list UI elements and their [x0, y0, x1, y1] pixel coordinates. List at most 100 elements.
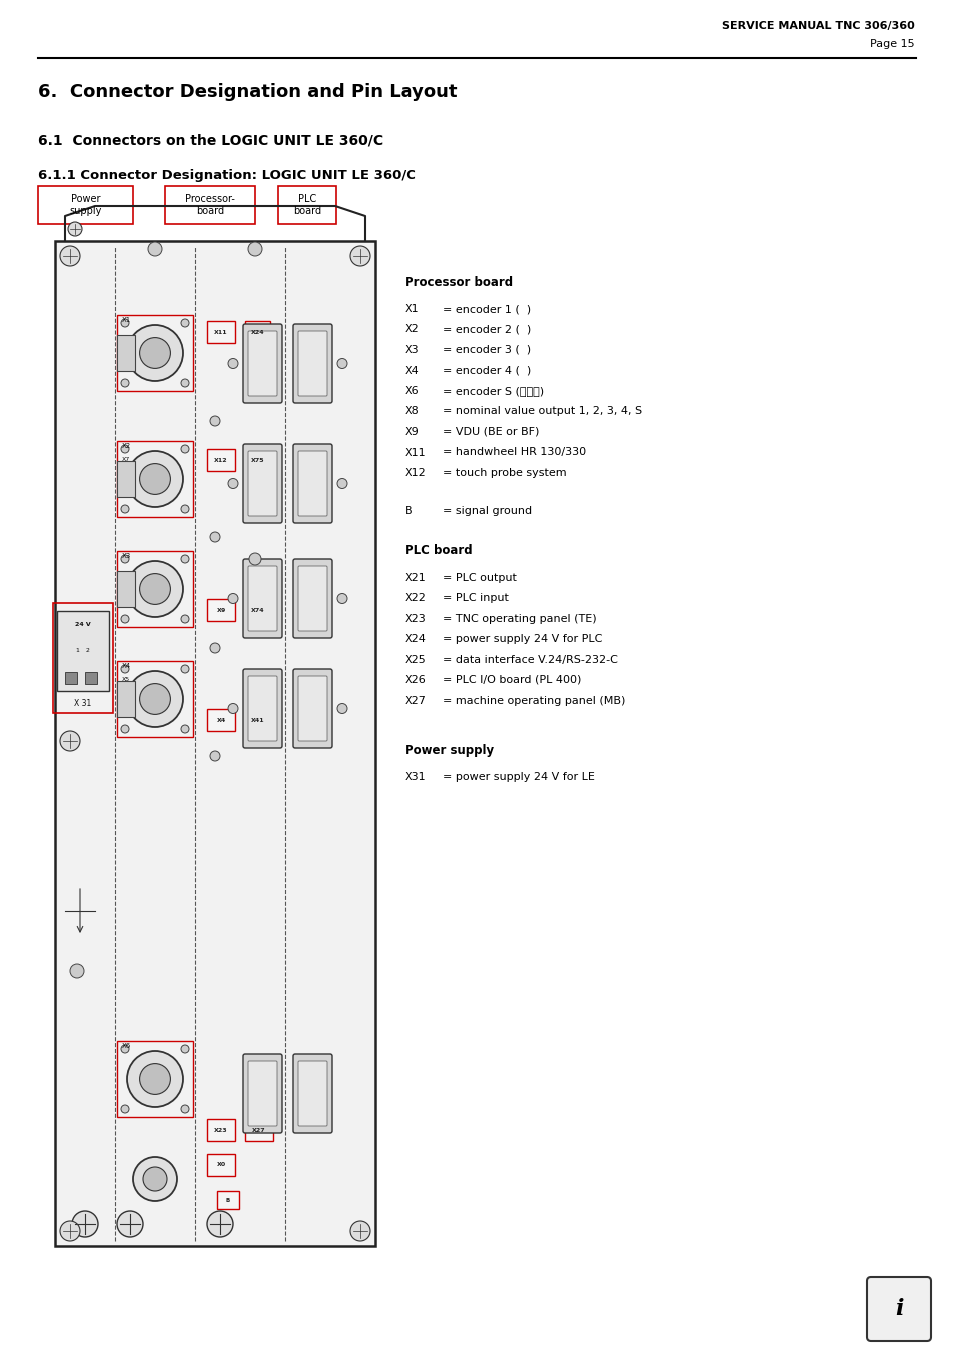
Bar	[117, 1042, 193, 1117]
FancyBboxPatch shape	[243, 324, 282, 403]
Text: X2: X2	[405, 324, 419, 335]
Circle shape	[181, 725, 189, 734]
FancyBboxPatch shape	[243, 1054, 282, 1133]
Text: = power supply 24 V for PLC: = power supply 24 V for PLC	[442, 634, 601, 644]
FancyBboxPatch shape	[293, 669, 332, 748]
Circle shape	[139, 574, 171, 604]
Text: B: B	[226, 1197, 230, 1202]
FancyBboxPatch shape	[248, 331, 276, 396]
Text: = PLC input: = PLC input	[442, 593, 508, 603]
Circle shape	[210, 416, 220, 426]
Circle shape	[121, 555, 129, 563]
FancyBboxPatch shape	[293, 324, 332, 403]
Circle shape	[139, 338, 171, 369]
Circle shape	[181, 505, 189, 513]
FancyBboxPatch shape	[297, 451, 327, 516]
Circle shape	[143, 1167, 167, 1192]
Bar	[207, 1119, 234, 1142]
Text: X27: X27	[405, 696, 426, 705]
Circle shape	[68, 222, 82, 236]
Bar	[277, 186, 335, 224]
Circle shape	[249, 553, 261, 565]
Circle shape	[336, 358, 347, 369]
Text: PLC
board: PLC board	[293, 195, 321, 216]
Circle shape	[207, 1210, 233, 1238]
Circle shape	[350, 1221, 370, 1242]
Text: X41: X41	[251, 717, 264, 723]
Text: X11: X11	[405, 447, 426, 458]
FancyBboxPatch shape	[866, 1277, 930, 1342]
Circle shape	[127, 561, 183, 617]
Text: X12: X12	[405, 467, 426, 478]
Circle shape	[121, 380, 129, 386]
Text: i: i	[894, 1298, 902, 1320]
Text: X31: X31	[405, 771, 426, 782]
Bar	[207, 449, 234, 471]
Circle shape	[139, 684, 171, 715]
Text: Page 15: Page 15	[869, 39, 914, 49]
Text: X8: X8	[405, 407, 419, 416]
Text: X24: X24	[251, 330, 264, 335]
Text: PLC board: PLC board	[405, 544, 472, 558]
Text: 6.  Connector Designation and Pin Layout: 6. Connector Designation and Pin Layout	[38, 82, 457, 101]
Text: = PLC output: = PLC output	[442, 573, 517, 582]
FancyBboxPatch shape	[297, 1061, 327, 1125]
Text: = PLC I/O board (PL 400): = PLC I/O board (PL 400)	[442, 676, 580, 685]
FancyBboxPatch shape	[293, 1054, 332, 1133]
Circle shape	[181, 319, 189, 327]
Text: X0: X0	[216, 1162, 225, 1167]
Bar	[245, 449, 270, 471]
Text: X1: X1	[405, 304, 419, 313]
Text: X9: X9	[405, 427, 419, 436]
Bar	[53, 603, 112, 713]
Circle shape	[139, 1063, 171, 1094]
Bar	[117, 661, 193, 738]
Text: SERVICE MANUAL TNC 306/360: SERVICE MANUAL TNC 306/360	[721, 22, 914, 31]
Circle shape	[248, 242, 262, 255]
Circle shape	[210, 643, 220, 653]
Text: Power supply: Power supply	[405, 744, 494, 757]
Bar	[55, 240, 375, 1246]
Circle shape	[228, 358, 237, 369]
Circle shape	[350, 246, 370, 266]
Bar	[165, 186, 254, 224]
Circle shape	[336, 593, 347, 604]
FancyBboxPatch shape	[297, 676, 327, 740]
Text: X27: X27	[252, 1128, 266, 1132]
Text: 6.1  Connectors on the LOGIC UNIT LE 360/C: 6.1 Connectors on the LOGIC UNIT LE 360/…	[38, 132, 383, 147]
FancyBboxPatch shape	[297, 566, 327, 631]
Circle shape	[121, 319, 129, 327]
Text: = machine operating panel (MB): = machine operating panel (MB)	[442, 696, 625, 705]
Bar	[245, 1119, 273, 1142]
Text: = signal ground: = signal ground	[442, 507, 532, 516]
Bar	[245, 709, 270, 731]
Bar	[117, 335, 135, 372]
Circle shape	[121, 444, 129, 453]
FancyBboxPatch shape	[243, 444, 282, 523]
Text: Power
supply: Power supply	[70, 195, 102, 216]
Circle shape	[228, 478, 237, 489]
Circle shape	[127, 326, 183, 381]
FancyBboxPatch shape	[243, 559, 282, 638]
Text: X4: X4	[405, 366, 419, 376]
Bar	[207, 598, 234, 621]
FancyBboxPatch shape	[248, 676, 276, 740]
Text: X6: X6	[405, 386, 419, 396]
Circle shape	[121, 505, 129, 513]
Bar	[117, 440, 193, 517]
Circle shape	[228, 704, 237, 713]
Bar	[117, 315, 193, 390]
Bar	[85, 671, 97, 684]
Text: X24: X24	[405, 634, 426, 644]
Bar	[38, 186, 132, 224]
Text: 6.1.1 Connector Designation: LOGIC UNIT LE 360/C: 6.1.1 Connector Designation: LOGIC UNIT …	[38, 169, 416, 182]
Bar	[245, 322, 270, 343]
FancyBboxPatch shape	[248, 451, 276, 516]
FancyBboxPatch shape	[248, 1061, 276, 1125]
Circle shape	[181, 1046, 189, 1052]
Text: X25: X25	[405, 654, 426, 665]
Text: X6: X6	[122, 1043, 132, 1048]
Text: X2: X2	[122, 443, 131, 449]
Text: = handwheel HR 130/330: = handwheel HR 130/330	[442, 447, 585, 458]
Bar	[117, 551, 193, 627]
